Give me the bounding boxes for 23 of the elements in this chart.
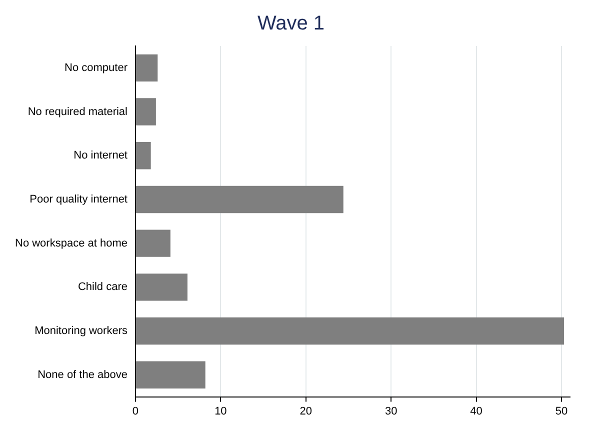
bar	[136, 317, 564, 345]
bar	[136, 230, 170, 257]
y-tick-label: Poor quality internet	[30, 194, 128, 206]
x-tick-label: 50	[555, 405, 568, 418]
bar	[136, 186, 344, 214]
y-tick-label: None of the above	[38, 368, 128, 381]
bar	[136, 274, 188, 301]
bar	[136, 54, 158, 82]
y-tick-label: No internet	[74, 150, 128, 162]
x-tick-label: 20	[300, 405, 312, 418]
bar	[136, 361, 206, 388]
x-tick-label: 30	[384, 405, 398, 418]
chart-title: Wave 1	[257, 12, 325, 35]
bar	[136, 98, 156, 126]
y-tick-label: Monitoring workers	[34, 325, 128, 338]
x-tick-label: 40	[470, 405, 482, 418]
x-tick-label: 10	[214, 405, 227, 418]
bar	[136, 142, 151, 170]
y-tick-label: No computer	[64, 62, 128, 74]
y-tick-label: Child care	[78, 281, 128, 294]
y-tick-label: No required material	[28, 106, 128, 118]
y-tick-label: No workspace at home	[15, 237, 128, 250]
x-tick-label: 0	[132, 405, 139, 418]
